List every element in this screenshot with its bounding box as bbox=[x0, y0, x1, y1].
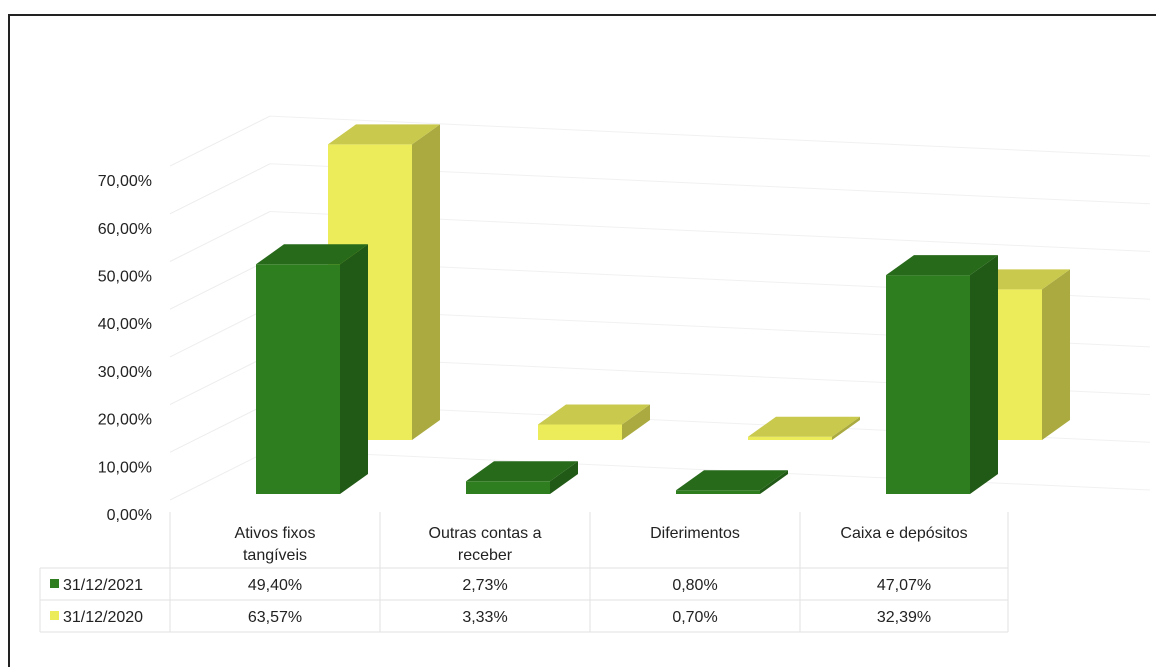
gridline-side bbox=[169, 306, 271, 358]
y-axis: 0,00% 10,00% 20,00% 30,00% 40,00% 50,00% 60,00… bbox=[98, 173, 152, 524]
gridline-side bbox=[169, 115, 271, 167]
data-label: 32,39% bbox=[877, 609, 931, 626]
gridline-side bbox=[169, 401, 271, 453]
gridline-side bbox=[169, 258, 271, 310]
data-label: 47,07% bbox=[877, 577, 931, 594]
category-label: tangíveis bbox=[243, 547, 307, 564]
data-label: 0,80% bbox=[672, 577, 717, 594]
bars bbox=[256, 124, 1070, 494]
bar-front bbox=[748, 436, 832, 440]
bar-side bbox=[1042, 269, 1070, 440]
bar-top bbox=[538, 404, 650, 425]
bar-top bbox=[466, 461, 578, 482]
bar-side bbox=[832, 416, 860, 440]
legend-swatch bbox=[50, 579, 59, 588]
bar-series1 bbox=[886, 255, 998, 494]
gridline-side bbox=[169, 449, 271, 501]
gridline-side bbox=[169, 163, 271, 215]
y-tick-label: 60,00% bbox=[98, 221, 152, 238]
bar-series1 bbox=[466, 461, 578, 494]
gridline-side bbox=[169, 354, 271, 406]
gridline-back bbox=[269, 115, 1151, 157]
bar-front bbox=[538, 424, 622, 440]
bar-front bbox=[256, 264, 340, 494]
bar-top bbox=[748, 416, 860, 437]
bar-side bbox=[412, 124, 440, 440]
bar-top bbox=[256, 244, 368, 265]
category-label: receber bbox=[458, 547, 513, 564]
y-tick-label: 40,00% bbox=[98, 316, 152, 333]
gridline-back bbox=[269, 449, 1151, 491]
data-label: 2,73% bbox=[462, 577, 507, 594]
bar-series1 bbox=[676, 470, 788, 494]
chart-frame bbox=[8, 14, 1156, 667]
data-label: 49,40% bbox=[248, 577, 302, 594]
bar-side bbox=[622, 404, 650, 440]
y-tick-label: 0,00% bbox=[107, 507, 152, 524]
bar-front bbox=[886, 275, 970, 494]
bar-front bbox=[676, 490, 760, 494]
bar-side bbox=[970, 255, 998, 494]
y-tick-label: 50,00% bbox=[98, 269, 152, 286]
data-table: Ativos fixos tangíveis Outras contas a rece… bbox=[39, 512, 1009, 633]
legend-label: 31/12/2020 bbox=[63, 609, 143, 626]
category-label: Ativos fixos bbox=[235, 525, 316, 542]
bar-series1 bbox=[256, 244, 368, 494]
y-tick-label: 10,00% bbox=[98, 459, 152, 476]
legend-swatch bbox=[50, 611, 59, 620]
bar-front bbox=[466, 481, 550, 494]
gridline-side bbox=[169, 211, 271, 262]
data-label: 63,57% bbox=[248, 609, 302, 626]
y-tick-label: 30,00% bbox=[98, 364, 152, 381]
y-tick-label: 70,00% bbox=[98, 173, 152, 190]
bar-top bbox=[886, 255, 998, 276]
bar-series2 bbox=[538, 404, 650, 440]
category-label: Outras contas a bbox=[429, 525, 542, 542]
category-label: Diferimentos bbox=[650, 525, 740, 542]
legend-label: 31/12/2021 bbox=[63, 577, 143, 594]
bar-top bbox=[676, 470, 788, 491]
category-label: Caixa e depósitos bbox=[840, 525, 967, 542]
bar-side bbox=[760, 470, 788, 494]
bar-side bbox=[550, 461, 578, 494]
bar-side bbox=[340, 244, 368, 494]
data-label: 3,33% bbox=[462, 609, 507, 626]
data-label: 0,70% bbox=[672, 609, 717, 626]
bar-top bbox=[328, 124, 440, 145]
bar-series2 bbox=[748, 416, 860, 440]
y-tick-label: 20,00% bbox=[98, 412, 152, 429]
